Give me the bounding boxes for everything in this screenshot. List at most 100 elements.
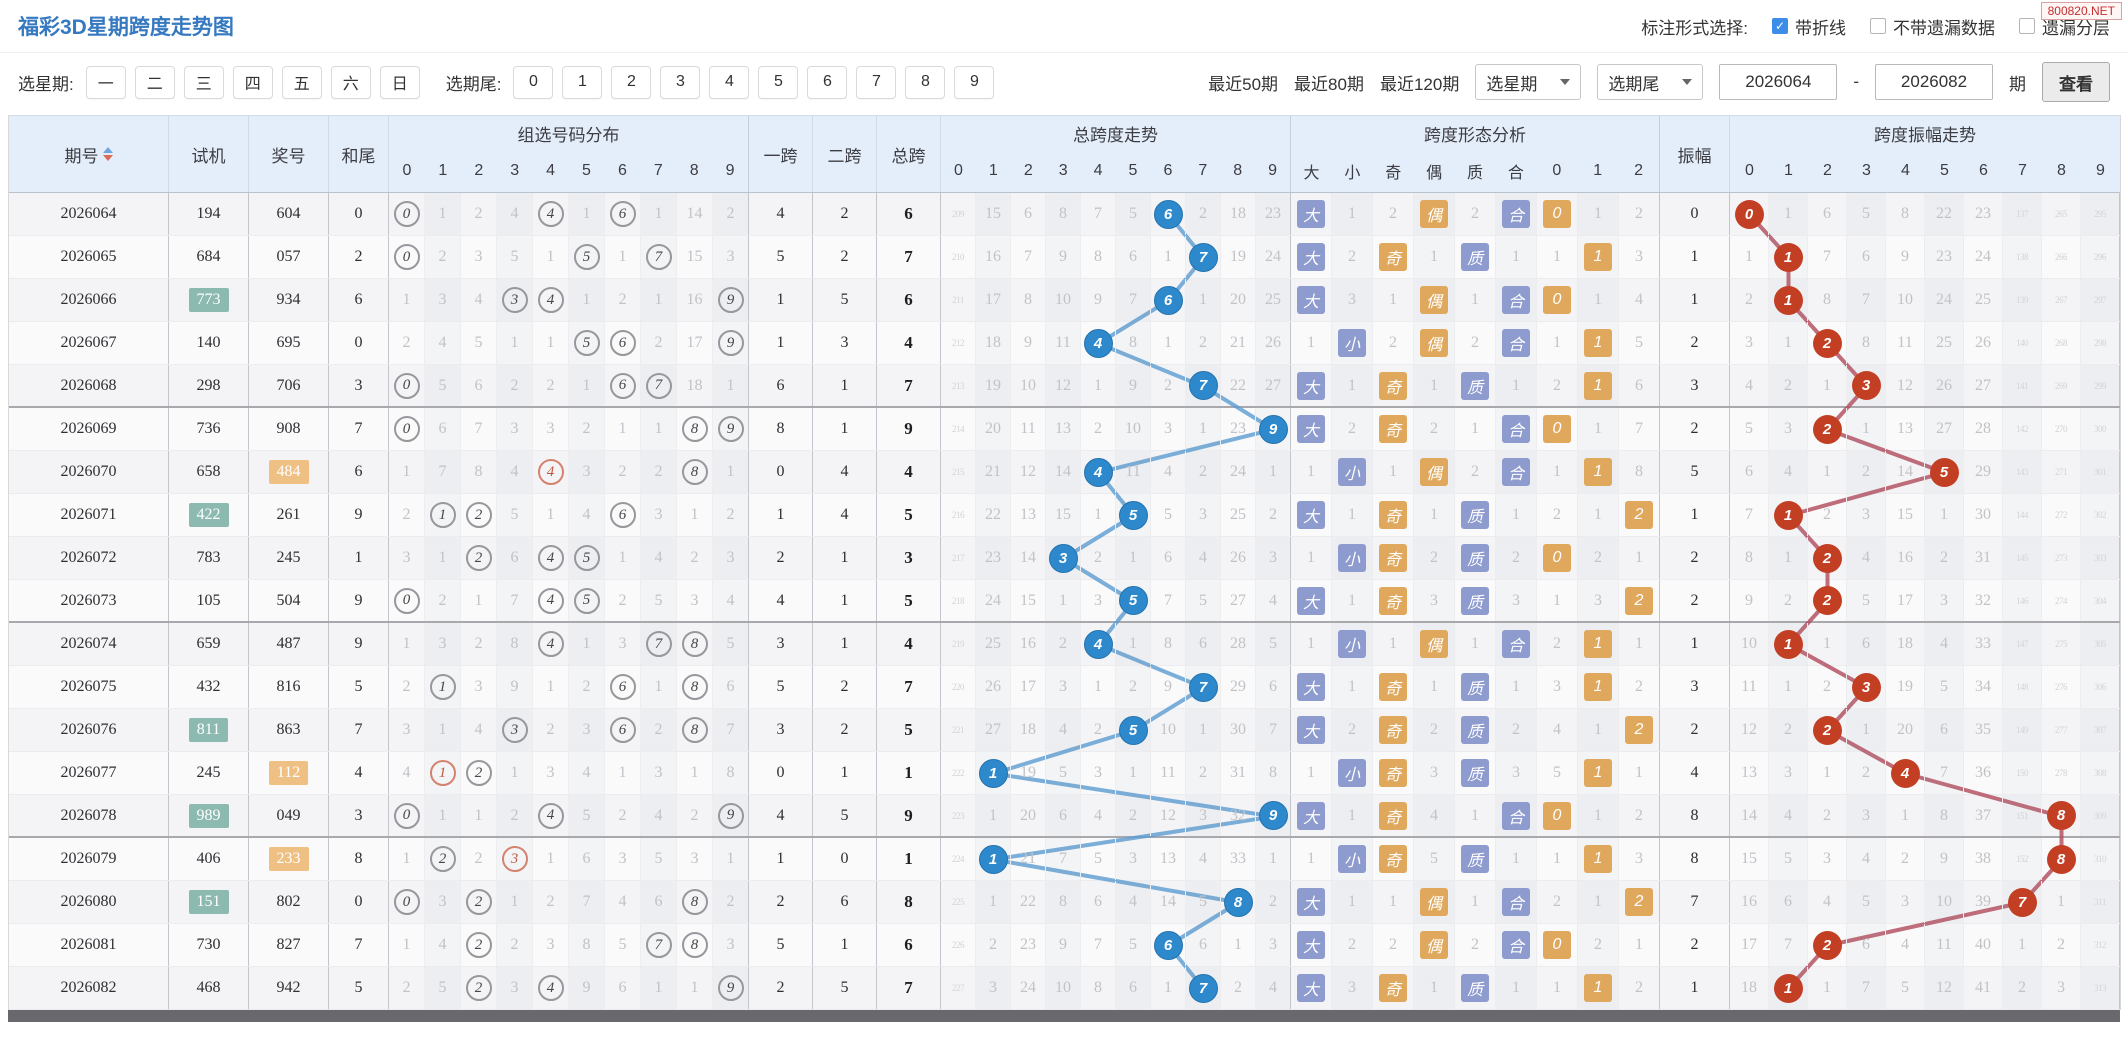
- span-value-dot: 4: [1083, 328, 1113, 358]
- span-omission-large: 209: [952, 209, 965, 219]
- amp-trend-cell: 1: [1769, 666, 1808, 708]
- amp-trend-cell: 41: [1964, 967, 2003, 1009]
- checkbox-no-omission[interactable]: 不带遗漏数据: [1870, 14, 1995, 39]
- week-option-button[interactable]: 六: [330, 65, 371, 99]
- distribution-cell: 3: [533, 924, 569, 966]
- amplitude-cell: 5: [1660, 451, 1730, 493]
- table-row: 2026067 140 695 0 2 4 5 1 1 5 6 2 17 9 1 3 4 212 18 9 11 4 8 1 2…: [9, 322, 2120, 365]
- shape-hit-badge: 质: [1461, 501, 1489, 529]
- checkbox-unchecked-icon[interactable]: [2019, 18, 2035, 34]
- week-option-button[interactable]: 一: [85, 65, 126, 99]
- amp-trend-cell: 1: [1847, 709, 1886, 751]
- span-trend-cell: 8: [1221, 881, 1256, 923]
- amp-omission-large: 295: [2094, 209, 2107, 219]
- shape-cell: 质: [1455, 752, 1496, 794]
- shape-cell: 3: [1414, 752, 1455, 794]
- distribution-cell: 1: [533, 838, 569, 880]
- sort-icon[interactable]: [102, 147, 113, 161]
- shape-cell: 2: [1619, 580, 1660, 621]
- tail-option-button[interactable]: 5: [758, 65, 799, 99]
- span-trend-cell: 12: [1011, 451, 1046, 493]
- tail-option-button[interactable]: 2: [611, 65, 652, 99]
- prize-highlight: 233: [268, 847, 309, 871]
- span-digit-header: 9: [1268, 162, 1278, 179]
- distribution-cell: 5: [497, 236, 533, 278]
- span-digit-header: 3: [1058, 162, 1068, 179]
- shape-cell: 大: [1291, 279, 1332, 321]
- tail-select[interactable]: 选期尾: [1597, 64, 1704, 100]
- sumtail-cell: 0: [329, 322, 389, 364]
- prize-number-cell: 908: [249, 408, 329, 450]
- tail-option-button[interactable]: 9: [954, 65, 995, 99]
- checkbox-polyline[interactable]: ✓ 带折线: [1772, 14, 1846, 39]
- tail-option-button[interactable]: 4: [709, 65, 750, 99]
- kt-cell: 9: [877, 408, 941, 450]
- tail-option-button[interactable]: 1: [562, 65, 603, 99]
- column-header-period[interactable]: 期号: [9, 116, 169, 192]
- view-button[interactable]: 查看: [2042, 62, 2110, 102]
- amp-trend-cell: 2: [1808, 537, 1847, 579]
- week-option-button[interactable]: 五: [281, 65, 322, 99]
- tail-option-button[interactable]: 7: [856, 65, 897, 99]
- range-from-input[interactable]: 2026064: [1719, 64, 1838, 100]
- k2-cell: 1: [813, 408, 877, 450]
- span-digit-header: 0: [954, 162, 963, 179]
- week-option-button[interactable]: 三: [183, 65, 224, 99]
- span-trend-cell: 8: [1046, 881, 1081, 923]
- amp-omission-large: 149: [2016, 725, 2029, 735]
- week-option-button[interactable]: 日: [379, 65, 420, 99]
- range-to-input[interactable]: 2026082: [1875, 64, 1993, 100]
- winning-digit-circle: 8: [681, 717, 708, 743]
- shape-cell: 1: [1496, 967, 1537, 1009]
- checkbox-omission-layer[interactable]: 遗漏分层: [2019, 14, 2110, 39]
- span-trend-cell: 2: [976, 924, 1011, 966]
- tail-option-button[interactable]: 0: [513, 65, 554, 99]
- k2-cell: 1: [813, 623, 877, 665]
- shape-cell: 1: [1496, 666, 1537, 708]
- amp-trend-cell: 137: [2003, 193, 2042, 235]
- distribution-cell: 3: [713, 924, 749, 966]
- recent-120-link[interactable]: 最近120期: [1379, 74, 1460, 94]
- tail-option-button[interactable]: 6: [807, 65, 848, 99]
- week-option-button[interactable]: 二: [134, 65, 175, 99]
- week-select[interactable]: 选星期: [1475, 64, 1582, 100]
- table-row: 2026066 773 934 6 1 3 4 3 4 1 2 1 16 9 1 5 6 211 17 8 10 9 7 6 1…: [9, 279, 2120, 322]
- distribution-cell: 2: [641, 451, 677, 493]
- amp-trend-cell: 5: [1925, 451, 1964, 493]
- span-trend-cell: 16: [1011, 623, 1046, 665]
- distribution-cell: 2: [461, 838, 497, 880]
- k2-cell: 5: [813, 967, 877, 1009]
- shape-cell: 1: [1578, 967, 1619, 1009]
- tail-option-button[interactable]: 3: [660, 65, 701, 99]
- distribution-cell: 1: [641, 666, 677, 708]
- checkbox-checked-icon[interactable]: ✓: [1772, 18, 1788, 34]
- recent-80-link[interactable]: 最近80期: [1294, 74, 1364, 94]
- distribution-cell: 4: [461, 709, 497, 751]
- amp-trend-cell: 2: [1847, 451, 1886, 493]
- distribution-cell: 3: [569, 709, 605, 751]
- amp-trend-cell: 12: [1886, 365, 1925, 406]
- tail-option-button[interactable]: 8: [905, 65, 946, 99]
- distribution-cell: 2: [569, 666, 605, 708]
- shape-cell: 1: [1578, 709, 1619, 751]
- amp-omission-large: 150: [2016, 768, 2029, 778]
- checkbox-unchecked-icon[interactable]: [1870, 18, 1886, 34]
- span-trend-cell: 4: [1186, 838, 1221, 880]
- sumtail-cell: 1: [329, 537, 389, 579]
- table-row: 2026081 730 827 7 1 4 2 2 3 8 5 7 8 3 5 1 6 226 2 23 9 7 5 6 6 1 3…: [9, 924, 2120, 967]
- span-trend-title: 总跨度走势: [1073, 125, 1158, 145]
- amp-trend-cell: 18: [1730, 967, 1769, 1009]
- amp-trend-cell: 4: [1847, 537, 1886, 579]
- distribution-cell: 4: [533, 795, 569, 836]
- shape-hit-badge: 1: [1584, 974, 1612, 1002]
- distribution-cell: 8: [677, 408, 713, 450]
- span-trend-cell: 10: [1046, 279, 1081, 321]
- shape-cell: 大: [1291, 666, 1332, 708]
- shape-cell: 1: [1414, 494, 1455, 536]
- week-option-button[interactable]: 四: [232, 65, 273, 99]
- amp-digit-header: 2: [1823, 162, 1832, 179]
- recent-50-link[interactable]: 最近50期: [1208, 74, 1279, 94]
- k2-cell: 2: [813, 666, 877, 708]
- shape-hit-badge: 小: [1338, 544, 1366, 572]
